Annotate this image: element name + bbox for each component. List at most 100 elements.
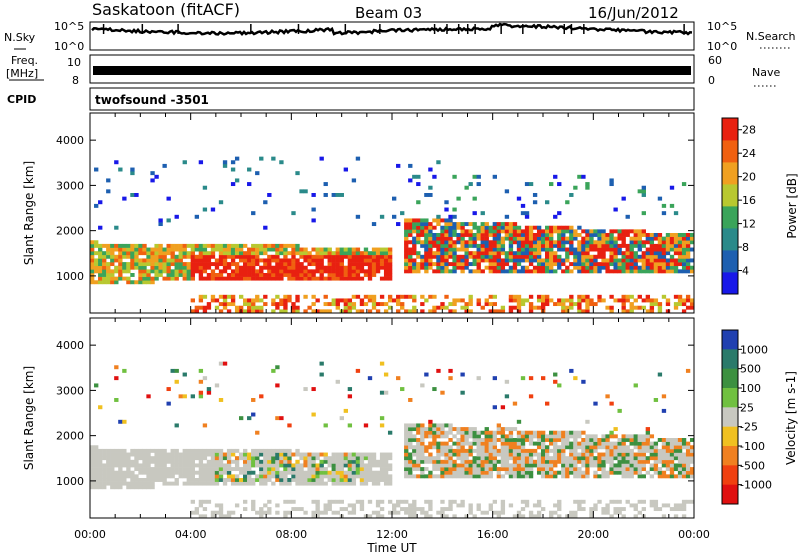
heatmap-cell [480,474,485,479]
cpid-left-label: CPID [7,93,36,106]
heatmap-cell [243,298,248,303]
heatmap-cell [94,269,99,274]
heatmap-cell [126,470,131,475]
heatmap-cell [480,441,485,446]
heatmap-cell [540,229,546,234]
heatmap-cell [339,452,344,457]
heatmap-cell [496,258,502,263]
heatmap-cell [383,372,389,377]
heatmap-cell [681,240,687,245]
heatmap-cell [504,452,510,457]
power-colorbar-frame [721,117,739,295]
velocity-colorbar-tick-label: 100 [740,382,761,395]
heatmap-cell [516,419,522,424]
heatmap-cell [247,298,252,303]
heatmap-cell [122,196,127,201]
heatmap-cell [396,510,401,515]
heatmap-cell [363,251,369,256]
heatmap-cell [536,258,542,263]
heatmap-cell [331,298,336,303]
heatmap-cell [420,459,425,464]
heatmap-cell [452,459,457,464]
heatmap-cell [472,269,477,274]
heatmap-cell [500,507,506,512]
heatmap-cell [166,196,171,201]
heatmap-cell [496,510,502,515]
heatmap-cell [214,258,220,263]
heatmap-cell [565,470,570,475]
heatmap-cell [448,254,453,259]
heatmap-cell [480,247,485,252]
heatmap-cell [186,467,191,472]
heatmap-cell [649,503,655,508]
heatmap-cell [536,459,542,464]
heatmap-cell [355,294,361,299]
heatmap-cell [456,474,461,479]
heatmap-cell [669,203,675,208]
heatmap-cell [637,467,642,472]
heatmap-cell [275,243,280,248]
heatmap-cell [351,302,357,307]
heatmap-cell [621,448,626,453]
heatmap-cell [545,445,550,450]
heatmap-cell [202,456,208,461]
heatmap-cell [512,441,518,446]
heatmap-cell [577,225,582,230]
heatmap-cell [625,298,630,303]
heatmap-cell [408,163,413,168]
heatmap-cell [186,448,191,453]
heatmap-cell [524,452,530,457]
heatmap-cell [251,211,256,216]
heatmap-cell [516,445,522,450]
heatmap-cell [689,258,695,263]
heatmap-cell [420,222,425,227]
heatmap-cell [218,467,224,472]
heatmap-cell [267,467,272,472]
heatmap-cell [408,463,413,468]
heatmap-cell [331,499,336,504]
heatmap-cell [400,294,405,299]
heatmap-cell [420,302,425,307]
heatmap-cell [154,276,159,281]
heatmap-cell [657,438,663,442]
heatmap-cell [339,467,344,472]
heatmap-cell [532,514,538,519]
heatmap-cell [234,178,240,183]
heatmap-cell [557,258,562,263]
heatmap-cell [367,294,373,299]
nave-right-tick-top: 60 [708,54,722,67]
heatmap-cell [387,430,393,435]
heatmap-cell [263,302,268,307]
heatmap-cell [371,481,377,486]
heatmap-cell [524,456,530,461]
heatmap-cell [118,459,123,464]
heatmap-cell [545,240,550,245]
heatmap-cell [122,448,127,453]
heatmap-cell [363,262,369,267]
heatmap-cell [553,474,558,479]
heatmap-cell [404,463,409,468]
heatmap-cell [565,459,570,464]
heatmap-cell [331,265,336,270]
heatmap-cell [106,456,111,461]
heatmap-cell [287,262,292,267]
heatmap-cell [460,390,465,395]
heatmap-cell [170,258,175,263]
heatmap-cell [243,463,248,468]
heatmap-cell [633,503,638,508]
heatmap-cell [271,243,276,248]
heatmap-cell [492,302,497,307]
heatmap-cell [275,265,280,270]
heatmap-cell [182,247,187,252]
heatmap-cell [528,225,534,230]
heatmap-cell [673,265,679,270]
heatmap-cell [218,510,224,515]
heatmap-cell [267,456,272,461]
heatmap-cell [484,222,489,227]
heatmap-cell [585,265,590,270]
heatmap-cell [375,503,381,508]
heatmap-cell [472,438,477,442]
heatmap-cell [669,236,675,241]
heatmap-cell [371,247,377,252]
heatmap-cell [597,262,602,267]
